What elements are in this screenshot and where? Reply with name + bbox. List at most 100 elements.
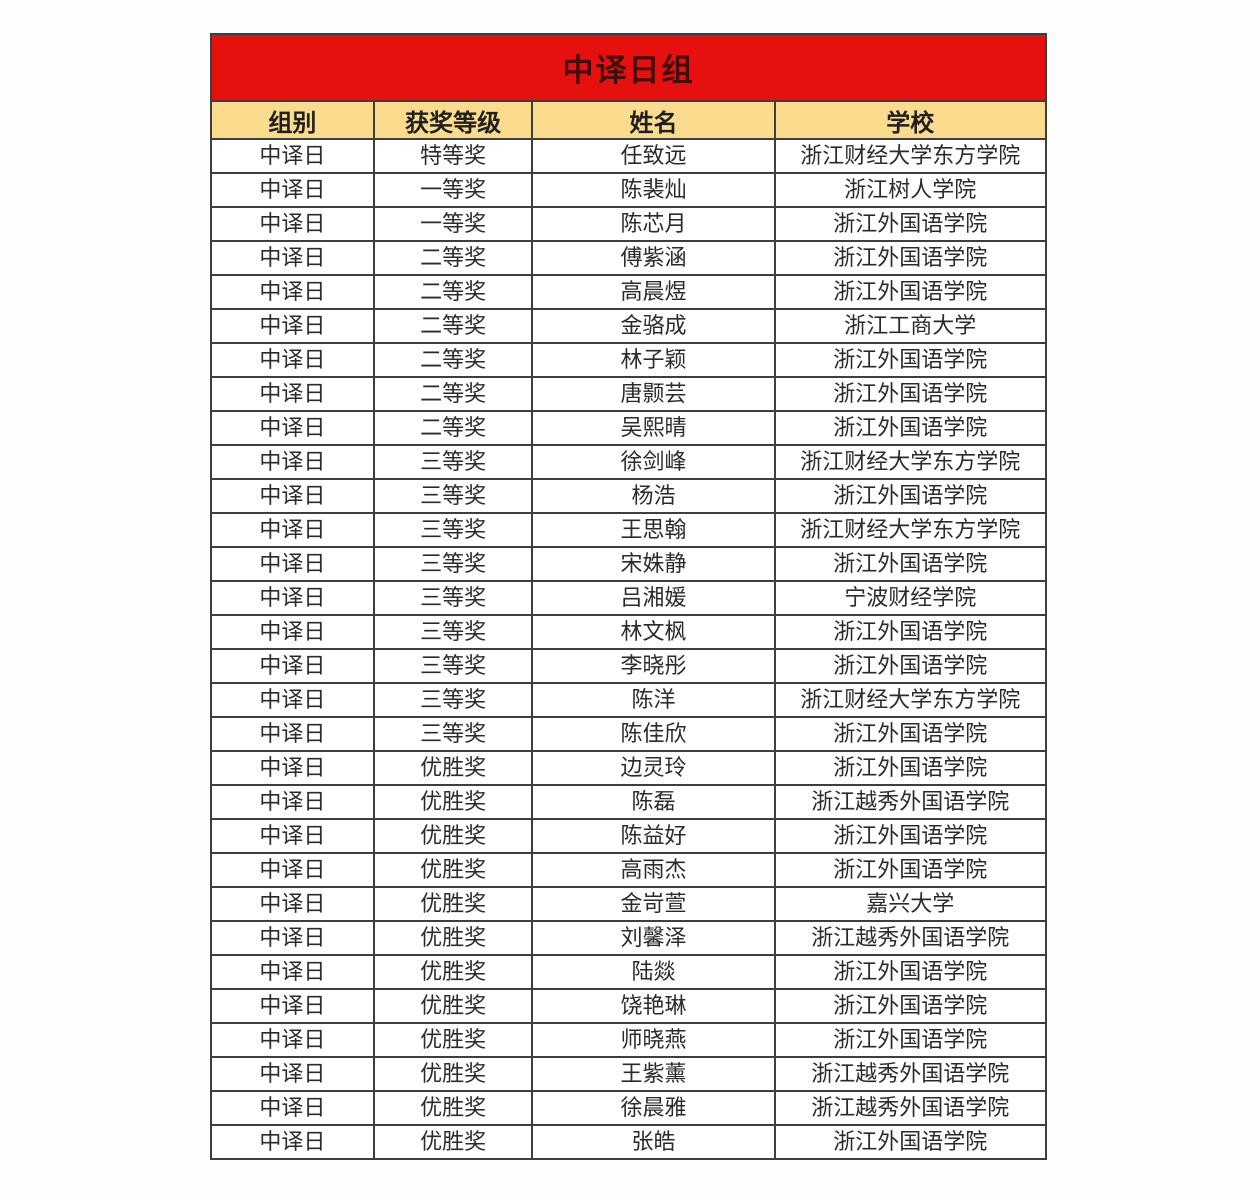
cell-name: 吕湘媛	[531, 580, 776, 616]
cell-school: 浙江财经大学东方学院	[773, 512, 1048, 548]
cell-name: 杨浩	[531, 478, 776, 514]
table-row: 中译日 优胜奖 师晓燕 浙江外国语学院	[210, 1022, 1048, 1058]
table-row: 中译日 二等奖 高晨煜 浙江外国语学院	[210, 274, 1048, 310]
table-row: 中译日 二等奖 吴熙晴 浙江外国语学院	[210, 410, 1048, 446]
cell-name: 金骆成	[531, 308, 776, 344]
cell-award-level: 三等奖	[372, 580, 534, 616]
table-row: 中译日 三等奖 李晓彤 浙江外国语学院	[210, 648, 1048, 684]
cell-group: 中译日	[210, 1056, 375, 1092]
cell-award-level: 三等奖	[372, 682, 534, 718]
cell-award-level: 优胜奖	[372, 750, 534, 786]
table-row: 中译日 二等奖 唐颢芸 浙江外国语学院	[210, 376, 1048, 412]
cell-group: 中译日	[210, 648, 375, 684]
cell-school: 浙江外国语学院	[773, 1022, 1048, 1058]
cell-school: 浙江工商大学	[773, 308, 1048, 344]
cell-name: 徐晨雅	[531, 1090, 776, 1126]
table-row: 中译日 优胜奖 刘馨泽 浙江越秀外国语学院	[210, 920, 1048, 956]
cell-name: 高雨杰	[531, 852, 776, 888]
table-row: 中译日 二等奖 林子颖 浙江外国语学院	[210, 342, 1048, 378]
cell-school: 浙江外国语学院	[773, 750, 1048, 786]
cell-school: 浙江外国语学院	[773, 240, 1048, 276]
cell-award-level: 优胜奖	[372, 1022, 534, 1058]
cell-award-level: 优胜奖	[372, 818, 534, 854]
cell-group: 中译日	[210, 818, 375, 854]
cell-group: 中译日	[210, 784, 375, 820]
cell-name: 宋姝静	[531, 546, 776, 582]
table-row: 中译日 一等奖 陈芯月 浙江外国语学院	[210, 206, 1048, 242]
cell-name: 林子颖	[531, 342, 776, 378]
cell-school: 浙江外国语学院	[773, 852, 1048, 888]
cell-name: 王思翰	[531, 512, 776, 548]
table-row: 中译日 优胜奖 陈磊 浙江越秀外国语学院	[210, 784, 1048, 820]
cell-group: 中译日	[210, 410, 375, 446]
table-row: 中译日 三等奖 林文枫 浙江外国语学院	[210, 614, 1048, 650]
cell-award-level: 三等奖	[372, 546, 534, 582]
cell-school: 浙江越秀外国语学院	[773, 1056, 1048, 1092]
cell-award-level: 优胜奖	[372, 1056, 534, 1092]
cell-school: 浙江树人学院	[773, 172, 1048, 208]
cell-name: 刘馨泽	[531, 920, 776, 956]
cell-school: 浙江财经大学东方学院	[773, 444, 1048, 480]
cell-name: 张皓	[531, 1124, 776, 1160]
cell-award-level: 优胜奖	[372, 1090, 534, 1126]
cell-school: 浙江外国语学院	[773, 614, 1048, 650]
cell-group: 中译日	[210, 920, 375, 956]
cell-name: 高晨煜	[531, 274, 776, 310]
cell-school: 浙江外国语学院	[773, 716, 1048, 752]
cell-name: 唐颢芸	[531, 376, 776, 412]
cell-school: 浙江财经大学东方学院	[773, 138, 1048, 174]
cell-group: 中译日	[210, 954, 375, 990]
table-body: 中译日 特等奖 任致远 浙江财经大学东方学院 中译日 一等奖 陈裴灿 浙江树人学院 中译日 一等奖…	[210, 138, 1048, 1160]
cell-school: 浙江越秀外国语学院	[773, 1090, 1048, 1126]
cell-name: 陈裴灿	[531, 172, 776, 208]
cell-name: 傅紫涵	[531, 240, 776, 276]
table-row: 中译日 优胜奖 陆燚 浙江外国语学院	[210, 954, 1048, 990]
cell-group: 中译日	[210, 886, 375, 922]
cell-school: 浙江外国语学院	[773, 988, 1048, 1024]
cell-award-level: 优胜奖	[372, 920, 534, 956]
title-row: 中译日组	[210, 33, 1047, 102]
cell-name: 王紫薰	[531, 1056, 776, 1092]
cell-award-level: 一等奖	[372, 206, 534, 242]
cell-school: 浙江外国语学院	[773, 478, 1048, 514]
cell-group: 中译日	[210, 716, 375, 752]
cell-award-level: 优胜奖	[372, 852, 534, 888]
cell-award-level: 三等奖	[372, 478, 534, 514]
cell-group: 中译日	[210, 342, 375, 378]
cell-award-level: 优胜奖	[372, 784, 534, 820]
cell-group: 中译日	[210, 444, 375, 480]
table-row: 中译日 三等奖 陈洋 浙江财经大学东方学院	[210, 682, 1048, 718]
cell-group: 中译日	[210, 750, 375, 786]
table-row: 中译日 优胜奖 金岢萱 嘉兴大学	[210, 886, 1048, 922]
cell-name: 陈益好	[531, 818, 776, 854]
cell-group: 中译日	[210, 138, 375, 174]
cell-group: 中译日	[210, 988, 375, 1024]
cell-school: 浙江越秀外国语学院	[773, 920, 1048, 956]
cell-group: 中译日	[210, 206, 375, 242]
cell-award-level: 二等奖	[372, 240, 534, 276]
cell-group: 中译日	[210, 1022, 375, 1058]
cell-group: 中译日	[210, 274, 375, 310]
cell-name: 陈磊	[531, 784, 776, 820]
table-row: 中译日 二等奖 金骆成 浙江工商大学	[210, 308, 1048, 344]
cell-school: 浙江外国语学院	[773, 818, 1048, 854]
table-row: 中译日 优胜奖 徐晨雅 浙江越秀外国语学院	[210, 1090, 1048, 1126]
cell-name: 饶艳琳	[531, 988, 776, 1024]
table-row: 中译日 优胜奖 陈益好 浙江外国语学院	[210, 818, 1048, 854]
cell-award-level: 三等奖	[372, 444, 534, 480]
column-header-award-level: 获奖等级	[372, 100, 534, 140]
cell-school: 浙江财经大学东方学院	[773, 682, 1048, 718]
cell-award-level: 优胜奖	[372, 886, 534, 922]
cell-name: 师晓燕	[531, 1022, 776, 1058]
cell-group: 中译日	[210, 852, 375, 888]
cell-school: 浙江外国语学院	[773, 376, 1048, 412]
table-row: 中译日 优胜奖 张皓 浙江外国语学院	[210, 1124, 1048, 1160]
cell-award-level: 优胜奖	[372, 988, 534, 1024]
cell-group: 中译日	[210, 376, 375, 412]
table-row: 中译日 优胜奖 边灵玲 浙江外国语学院	[210, 750, 1048, 786]
cell-award-level: 三等奖	[372, 614, 534, 650]
cell-name: 徐剑峰	[531, 444, 776, 480]
cell-group: 中译日	[210, 308, 375, 344]
table-row: 中译日 优胜奖 高雨杰 浙江外国语学院	[210, 852, 1048, 888]
